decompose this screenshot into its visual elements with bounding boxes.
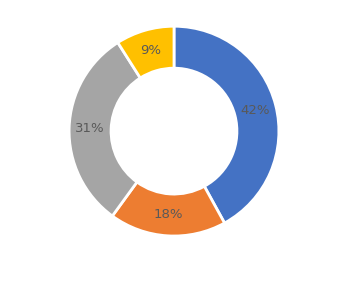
Text: 42%: 42% — [240, 104, 270, 117]
Text: 9%: 9% — [140, 44, 161, 57]
Wedge shape — [69, 43, 140, 216]
Text: 31%: 31% — [75, 122, 105, 135]
Wedge shape — [174, 26, 279, 223]
Text: 18%: 18% — [154, 208, 183, 221]
Wedge shape — [118, 26, 174, 78]
Wedge shape — [112, 182, 224, 236]
